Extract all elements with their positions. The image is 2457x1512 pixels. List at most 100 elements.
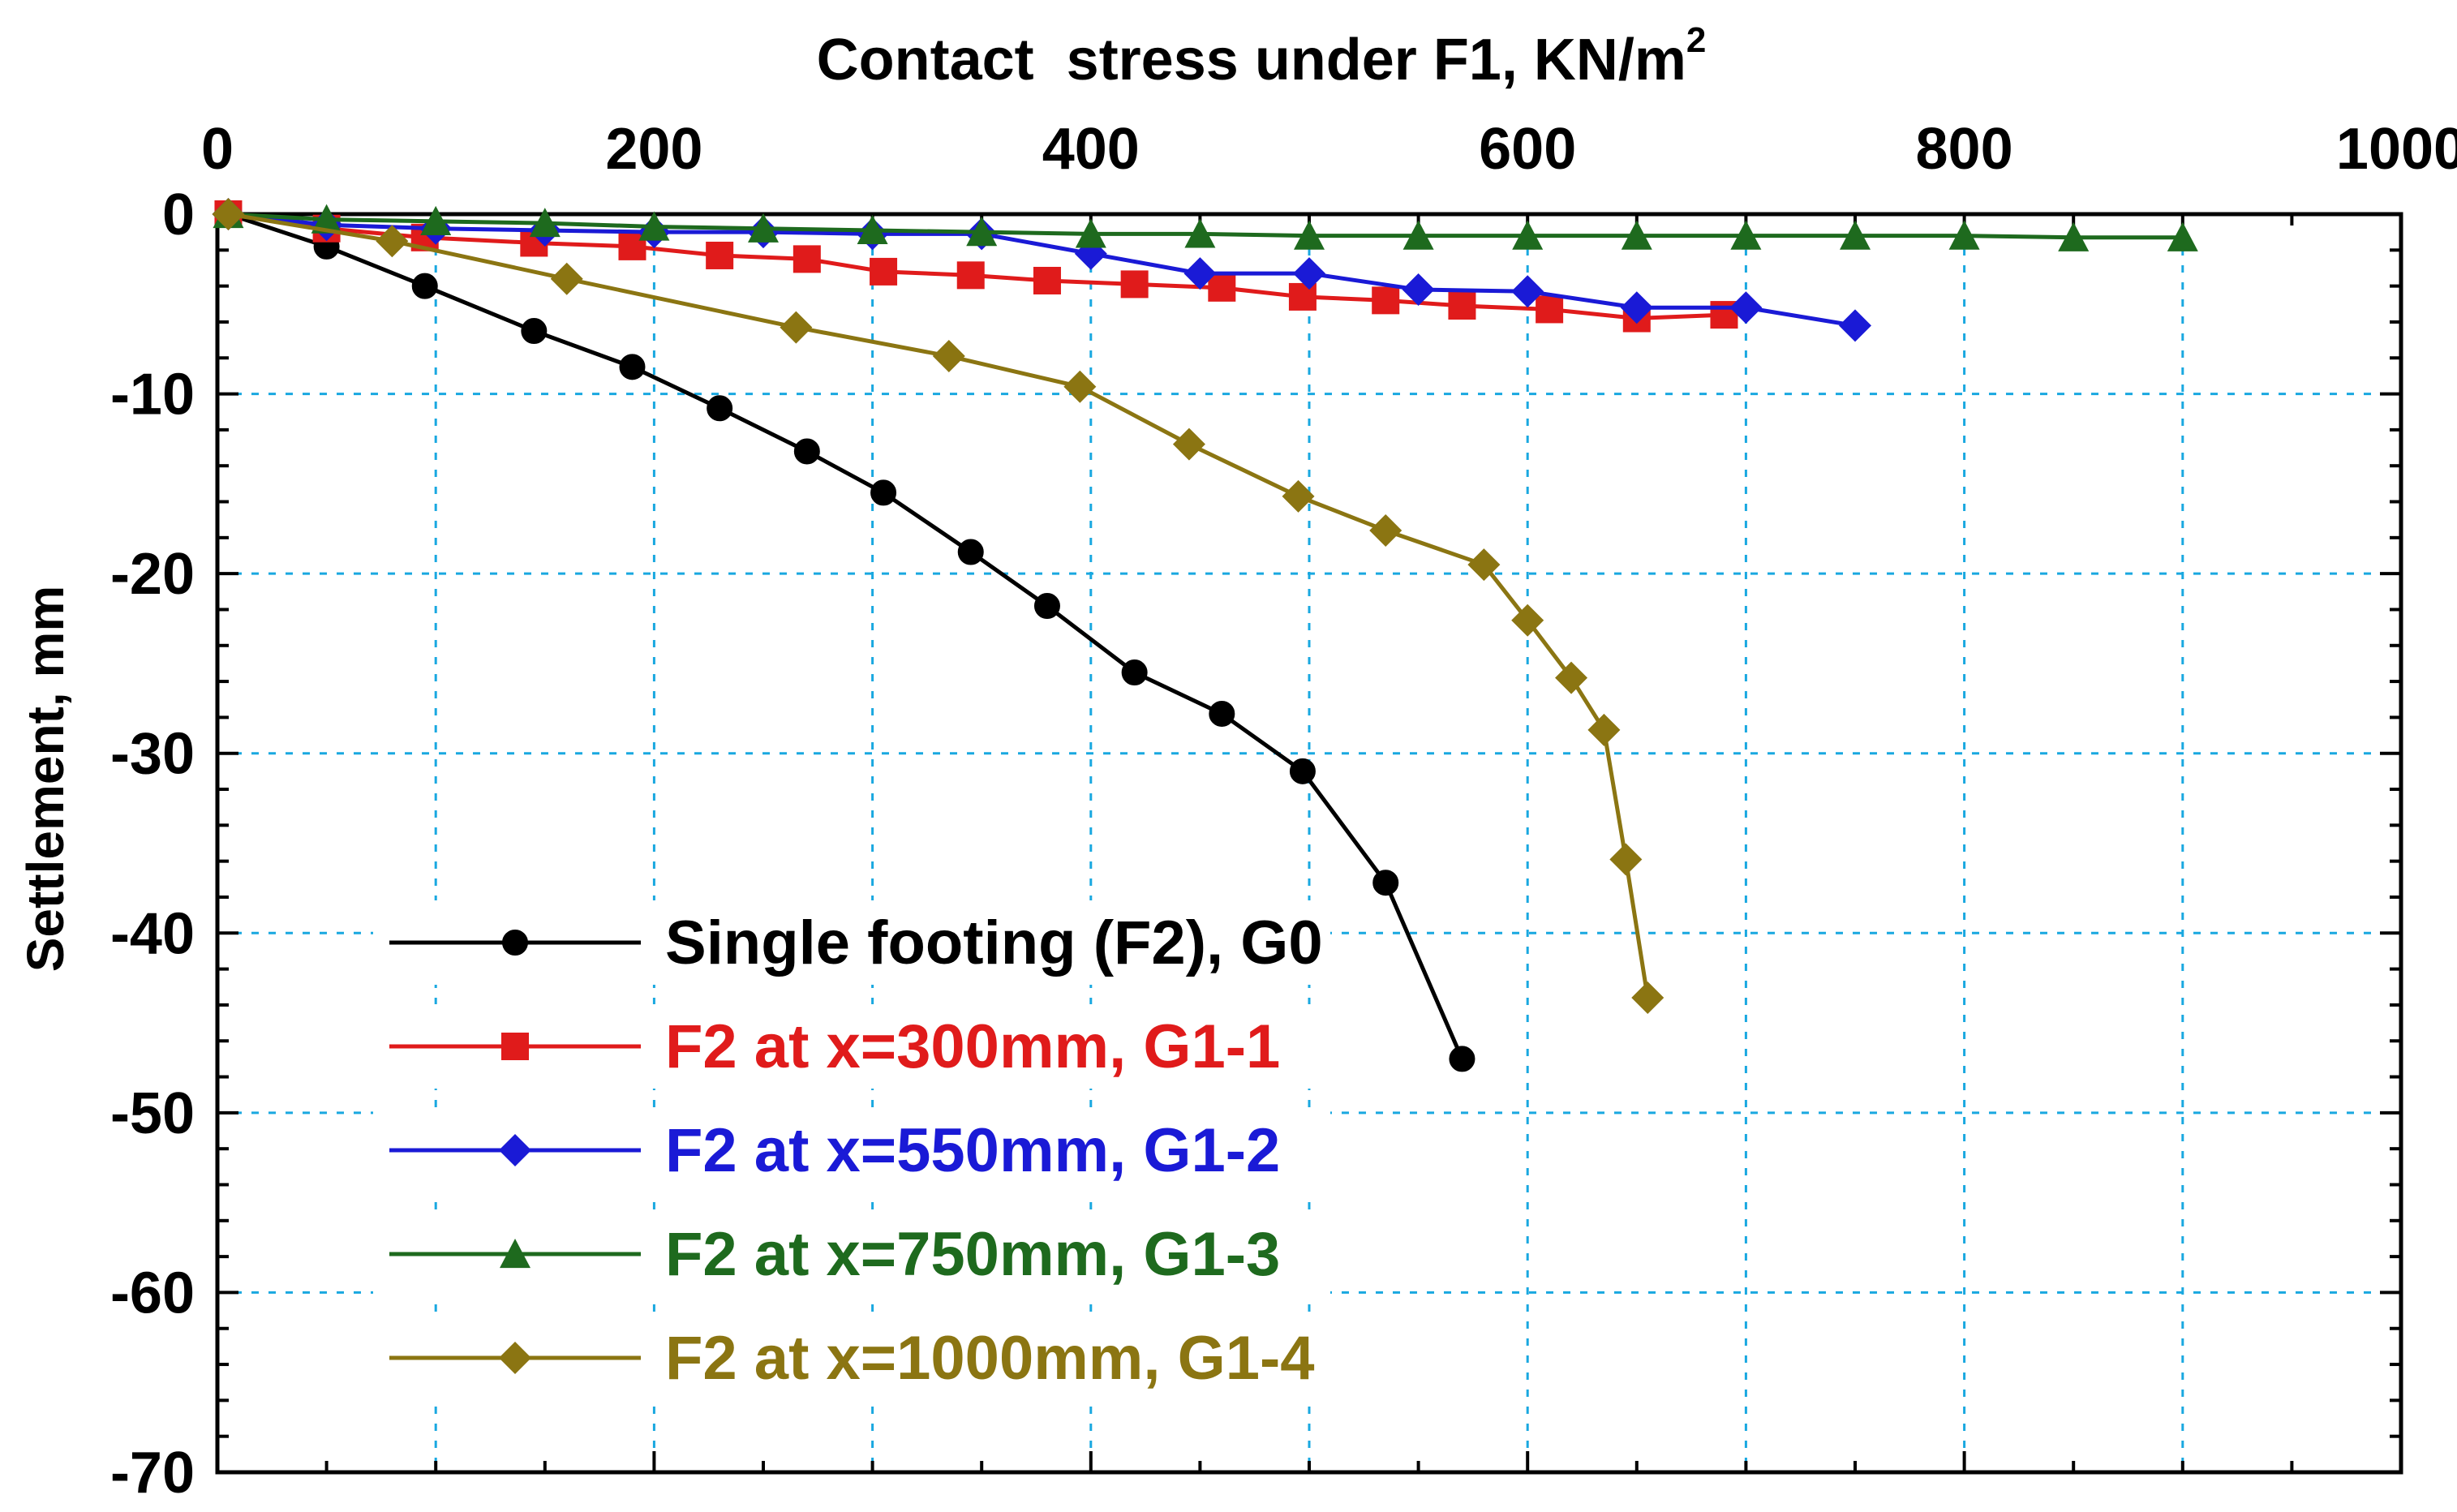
y-tick-label: -60: [110, 1261, 195, 1325]
data-point: [780, 311, 813, 344]
y-tick-label: 0: [162, 183, 195, 247]
data-point: [706, 241, 734, 269]
legend-item-4: F2 at x=1000mm, G1-4: [373, 1316, 1330, 1400]
data-point: [1172, 427, 1205, 461]
series-line: [228, 212, 1856, 328]
x-axis-title-main: Contact stress under F1, KN/m: [817, 28, 1686, 92]
legend-swatch-marker: [500, 1239, 530, 1269]
data-point: [1120, 270, 1149, 299]
data-point: [2058, 221, 2090, 251]
x-tick-label: 200: [605, 117, 702, 182]
data-point: [1609, 843, 1643, 876]
x-tick-label: 800: [1916, 117, 2013, 182]
y-tick-label: -20: [110, 542, 195, 607]
axis-tick-labels: 0 200 400 600 800 1000 0 -10 -20 -30 -40 -50 -60 -70: [110, 117, 2457, 1506]
x-axis-title: Contact stress under F1, KN/m2: [703, 0, 1788, 92]
data-point: [521, 318, 548, 345]
data-point: [1840, 220, 1871, 250]
data-point: [966, 217, 998, 247]
x-axis-title-superscript: 2: [1686, 20, 1706, 60]
data-point: [638, 211, 670, 241]
data-point: [793, 245, 821, 273]
legend-item-0: Single footing (F2), G0: [373, 900, 1330, 985]
data-point: [957, 539, 984, 565]
legend-swatch-marker: [502, 930, 528, 956]
data-point: [1033, 266, 1061, 294]
legend-item-3: F2 at x=750mm, G1-3: [373, 1212, 1330, 1296]
legend-label: F2 at x=550mm, G1-2: [665, 1116, 1280, 1185]
data-point: [870, 257, 898, 286]
series-line: [228, 212, 1725, 321]
data-point: [1282, 479, 1315, 513]
data-point: [529, 208, 561, 238]
y-axis-title: Settlement, mm: [16, 586, 75, 973]
legend-item-1: F2 at x=300mm, G1-1: [373, 1004, 1330, 1089]
data-point: [1449, 1046, 1475, 1072]
data-point: [1294, 220, 1325, 250]
legend-label: F2 at x=300mm, G1-1: [665, 1012, 1280, 1081]
data-point: [1587, 713, 1621, 746]
data-point: [956, 261, 985, 290]
legend-item-2: F2 at x=550mm, G1-2: [373, 1108, 1330, 1192]
data-point: [420, 205, 452, 235]
data-point: [1289, 758, 1316, 784]
data-point: [932, 340, 965, 373]
data-point: [1121, 659, 1148, 686]
y-tick-label: -40: [110, 901, 195, 966]
data-point: [1183, 257, 1217, 290]
data-point: [1209, 700, 1235, 727]
data-point: [550, 262, 583, 295]
data-point: [1511, 604, 1544, 637]
data-point: [1536, 295, 1564, 324]
data-point: [212, 198, 245, 230]
y-tick-label: -10: [110, 363, 195, 427]
y-tick-label: -50: [110, 1081, 195, 1146]
y-tick-label: -30: [110, 722, 195, 787]
data-point: [1402, 220, 1434, 250]
series-3: [213, 199, 2198, 251]
data-point: [1293, 257, 1325, 290]
data-point: [1372, 286, 1400, 315]
data-point: [1208, 273, 1236, 302]
data-point: [1621, 220, 1652, 250]
data-point: [1033, 593, 1060, 620]
series-4: [212, 198, 1664, 1015]
data-point: [1512, 220, 1544, 250]
data-point: [2167, 221, 2198, 251]
axis-ticks: [216, 213, 2403, 1474]
data-point: [707, 395, 733, 422]
legend-swatch-marker: [499, 1342, 531, 1374]
data-point: [1467, 548, 1501, 582]
y-tick-label: -70: [110, 1441, 195, 1506]
data-point: [1620, 291, 1653, 324]
legend-label: Single footing (F2), G0: [665, 908, 1323, 977]
data-point: [311, 204, 342, 234]
data-point: [748, 213, 779, 243]
x-tick-label: 1000: [2336, 117, 2457, 182]
data-point: [1372, 870, 1399, 896]
data-point: [1063, 370, 1097, 403]
x-tick-label: 0: [201, 117, 234, 182]
data-point: [857, 214, 888, 245]
data-point: [376, 225, 409, 258]
data-point: [1555, 661, 1588, 694]
data-point: [1511, 275, 1544, 308]
data-point: [411, 273, 438, 299]
legend-swatch-marker: [501, 1033, 529, 1060]
data-point: [1448, 292, 1476, 320]
legend: Single footing (F2), G0 F2 at x=300mm, G1…: [373, 900, 1330, 1400]
data-point: [1839, 309, 1871, 342]
data-point: [1631, 982, 1664, 1015]
x-tick-label: 400: [1042, 117, 1140, 182]
legend-label: F2 at x=1000mm, G1-4: [665, 1324, 1315, 1393]
data-point: [870, 479, 897, 506]
data-point: [1184, 218, 1216, 248]
data-point: [793, 438, 820, 465]
data-series: [212, 198, 2198, 1072]
data-point: [1288, 282, 1317, 311]
data-point: [1730, 220, 1762, 250]
data-point: [1369, 513, 1402, 547]
data-point: [1402, 273, 1435, 307]
